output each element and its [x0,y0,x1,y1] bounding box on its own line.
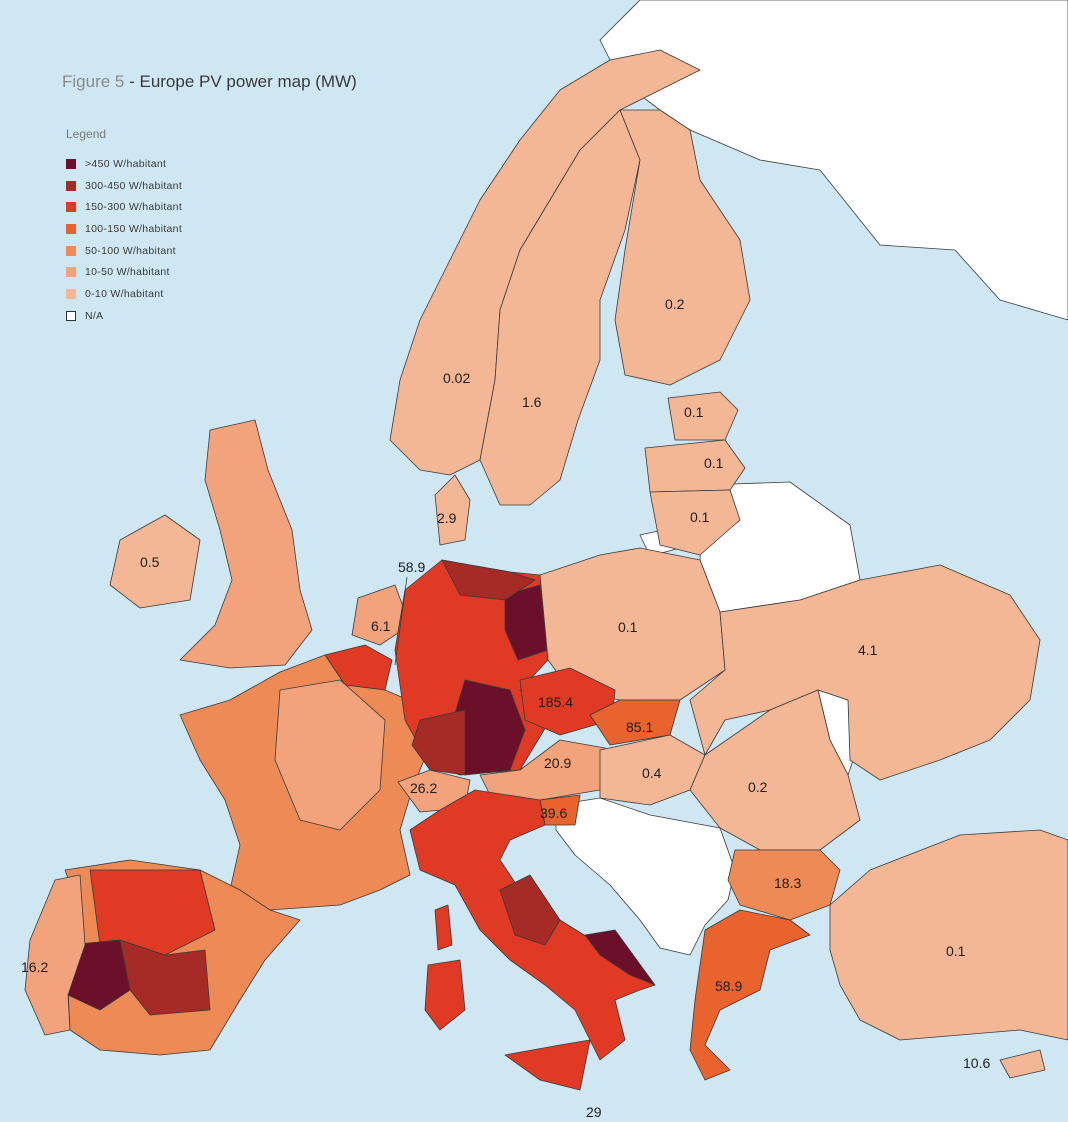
region-france-center [274,679,386,831]
country-denmark [434,474,471,546]
country-sweden [479,109,641,506]
legend-swatch [66,288,76,299]
luxembourg-leader-line [394,576,408,666]
label-czech: 185.4 [538,694,573,710]
region-germany-north [441,559,536,601]
legend-title: Legend [66,127,107,141]
legend-swatch [66,267,76,278]
label-norway: 0.02 [443,370,470,386]
label-portugal: 16.2 [21,959,48,975]
legend-label: 0-10 W/habitant [85,287,164,300]
legend-swatch [66,158,76,169]
legend-label: 10-50 W/habitant [85,266,170,279]
region-baden-wurttemberg [411,709,466,776]
label-sweden: 1.6 [522,394,542,410]
region-puglia [584,929,656,986]
label-hungary: 0.4 [642,765,662,781]
label-netherlands: 6.1 [371,618,391,634]
label-luxembourg: 58.9 [398,559,425,575]
country-lithuania [649,489,741,556]
label-cyprus: 10.6 [963,1055,990,1071]
legend-label: N/A [85,309,104,322]
legend-label: 300-450 W/habitant [85,179,183,192]
legend-swatch [66,180,76,191]
label-slovakia: 85.1 [626,719,653,735]
region-italy-centre [499,874,561,946]
figure-title: - Europe PV power map (MW) [124,72,357,91]
country-portugal [24,874,86,1036]
legend-item: 0-10 W/habitant [66,283,182,305]
island-sardinia [424,959,466,1031]
legend-item: N/A [66,305,182,327]
label-denmark: 2.9 [437,510,457,526]
legend-item: >450 W/habitant [66,153,182,175]
label-latvia: 0.1 [704,455,724,471]
legend-item: 50-100 W/habitant [66,240,182,262]
label-poland: 0.1 [618,619,638,635]
legend-item: 150-300 W/habitant [66,196,182,218]
region-brandenburg [504,584,549,661]
country-uk [179,419,313,669]
label-slovenia: 39.6 [540,805,567,821]
country-ireland [109,514,201,609]
country-slovakia [589,699,681,746]
legend-swatch [66,202,76,213]
country-netherlands [351,584,411,646]
legend-label: 100-150 W/habitant [85,222,183,235]
label-turkey: 0.1 [946,943,966,959]
label-ireland: 0.5 [140,554,160,570]
legend-label: 150-300 W/habitant [85,201,183,214]
country-greece [689,909,811,1081]
label-switzerland: 26.2 [410,780,437,796]
country-turkey [829,829,1068,1041]
label-finland: 0.2 [665,296,685,312]
legend-label: 50-100 W/habitant [85,244,176,257]
island-sicily [504,1039,591,1091]
label-lithuania: 0.1 [690,509,710,525]
label-bulgaria: 18.3 [774,875,801,891]
country-estonia [667,391,739,441]
country-finland [614,109,751,386]
figure-number: Figure 5 [62,72,125,91]
label-ukraine: 4.1 [858,642,878,658]
value-labels: 0.02 1.6 0.2 0.1 0.1 0.1 2.9 0.5 6.1 58.… [21,296,990,1120]
label-greece: 58.9 [715,978,742,994]
legend-item: 100-150 W/habitant [66,218,182,240]
legend-item: 10-50 W/habitant [66,261,182,283]
legend: Legend >450 W/habitant 300-450 W/habitan… [66,127,182,327]
map-title: Figure 5 - Europe PV power map (MW) [62,72,357,92]
legend-label: >450 W/habitant [85,157,167,170]
legend-item: 300-450 W/habitant [66,175,182,197]
island-corsica [434,904,453,951]
country-cyprus [999,1049,1046,1079]
label-estonia: 0.1 [684,404,704,420]
label-romania: 0.2 [748,779,768,795]
country-latvia [644,439,746,493]
legend-swatch [66,223,76,234]
label-austria: 20.9 [544,755,571,771]
legend-swatch [66,310,76,321]
region-western-balkans [555,797,736,956]
region-castilla-leon [89,869,216,956]
region-castilla-la-mancha [119,939,211,1016]
legend-swatch [66,245,76,256]
label-malta: 29 [586,1104,602,1120]
country-romania [689,689,861,851]
